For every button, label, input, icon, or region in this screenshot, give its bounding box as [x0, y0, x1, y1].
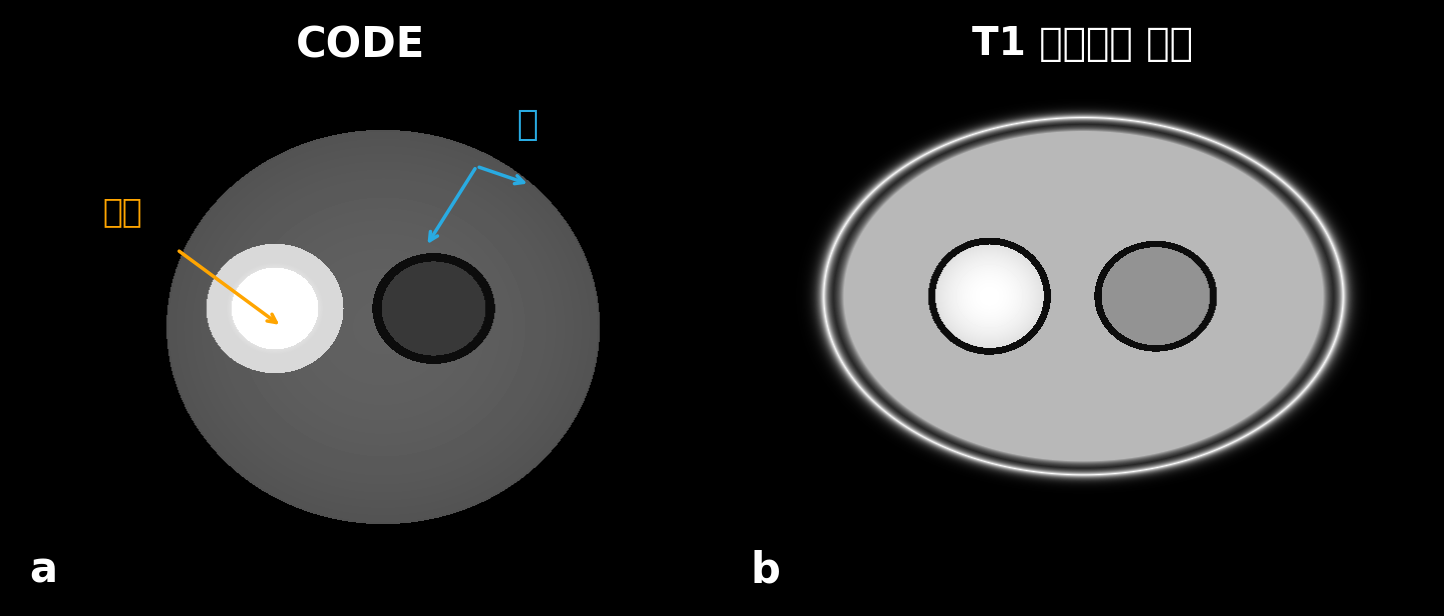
- Text: b: b: [751, 549, 781, 591]
- Text: a: a: [29, 549, 56, 591]
- Text: 지방: 지방: [103, 195, 143, 228]
- Text: CODE: CODE: [296, 25, 426, 67]
- Text: 물: 물: [517, 108, 537, 142]
- Text: T1 사전인가 펜스: T1 사전인가 펜스: [972, 25, 1194, 63]
